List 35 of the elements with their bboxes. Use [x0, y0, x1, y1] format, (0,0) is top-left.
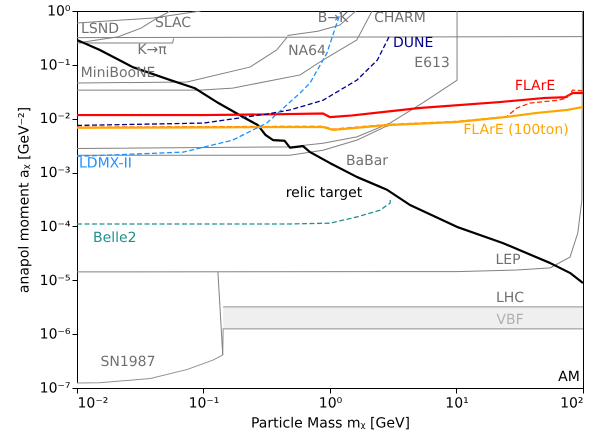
x-tick-label: 10¹ [445, 396, 469, 412]
series-label: FLArE [514, 78, 556, 94]
x-tick-label: 10⁰ [318, 396, 343, 412]
x-axis-title: Particle Mass mᵪ [GeV] [250, 416, 410, 432]
y-tick-label: 10⁻⁵ [40, 272, 70, 289]
series-label: LDMX-II [79, 155, 132, 172]
annotation: LSND [81, 21, 119, 37]
series-label: FLArE (100ton) [463, 122, 569, 138]
annotation: B→K [318, 10, 350, 26]
annotation: CHARM [374, 10, 426, 26]
y-tick-label: 10⁻⁴ [40, 218, 71, 235]
annotation: SN1987 [100, 354, 156, 370]
y-tick-label: 10⁻⁶ [40, 326, 71, 343]
series-label: DUNE [392, 34, 434, 51]
annotation: MiniBooNE [80, 65, 156, 81]
annotation: AM [558, 369, 580, 385]
series-label: Belle2 [93, 230, 137, 246]
annotation: VBF [496, 312, 524, 328]
annotation: SLAC [154, 15, 192, 31]
y-tick-label: 10⁻³ [40, 165, 70, 182]
x-tick-label: 10⁻² [78, 396, 108, 412]
annotation: LHC [496, 290, 524, 306]
x-tick-label: 10² [560, 396, 584, 412]
y-tick-label: 10⁻⁷ [40, 380, 70, 396]
x-tick-label: 10⁻¹ [188, 396, 220, 412]
series-label: relic target [286, 185, 363, 202]
y-tick-label: 10⁻² [40, 111, 70, 128]
y-tick-label: 10⁻¹ [40, 57, 70, 74]
y-tick-label: 10⁰ [47, 4, 71, 20]
annotation: BaBar [346, 153, 388, 169]
y-axis-title: anapol moment aᵪ [GeV⁻²] [16, 106, 33, 294]
annotation: LEP [495, 252, 521, 268]
annotation: NA64 [288, 43, 326, 59]
annotation: E613 [414, 55, 450, 71]
annotation: K→π [137, 42, 168, 58]
